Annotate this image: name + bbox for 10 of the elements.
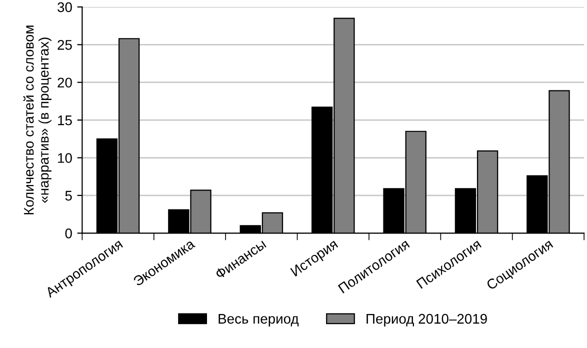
- y-tick-label: 15: [58, 116, 72, 126]
- y-tick-label: 25: [58, 40, 72, 50]
- y-tick-label: 20: [58, 78, 72, 88]
- legend-label: Период 2010–2019: [366, 314, 487, 326]
- y-tick-label: 5: [65, 190, 72, 201]
- y-tick-label: 0: [65, 228, 72, 238]
- y-tick-label: 30: [58, 2, 72, 12]
- legend-label: Весь период: [218, 314, 299, 326]
- y-tick-label: 10: [58, 153, 72, 163]
- y-axis-title: Количество статей со словом «нарратив» (в процентах): [23, 26, 52, 214]
